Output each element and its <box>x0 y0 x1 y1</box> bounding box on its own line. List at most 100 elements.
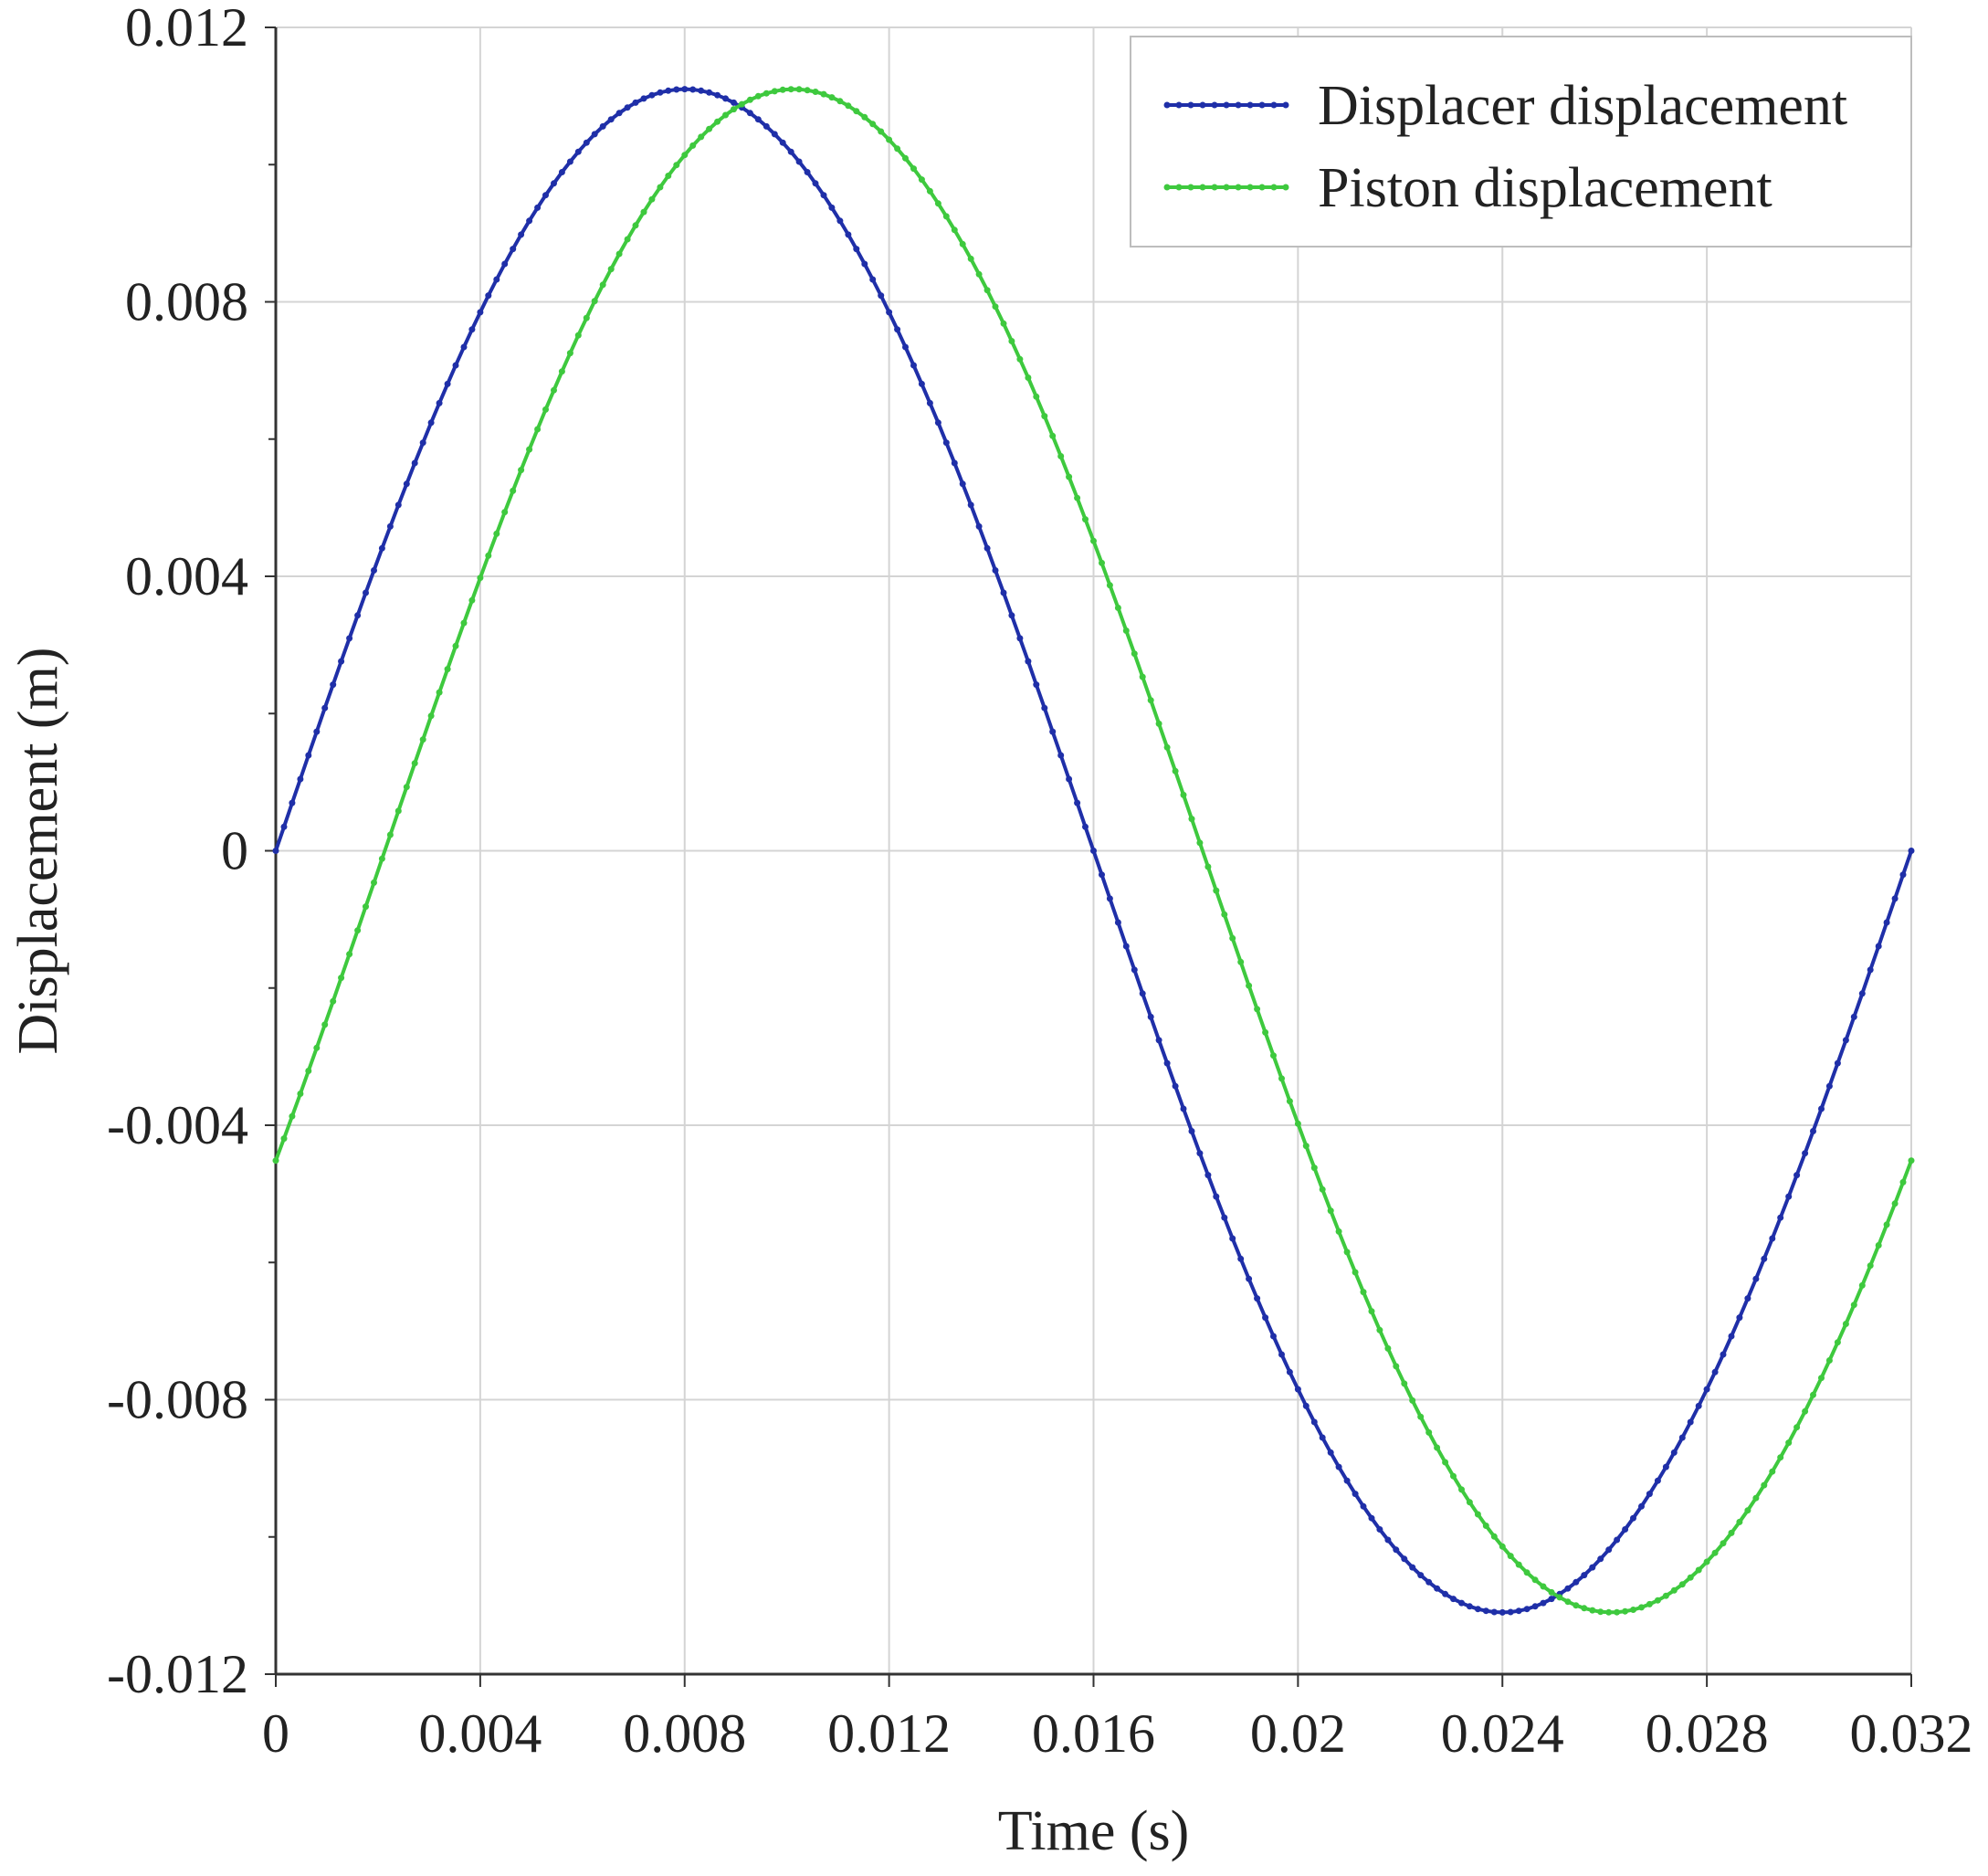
data-point <box>460 619 468 627</box>
data-point <box>1899 871 1907 879</box>
data-point <box>1099 871 1105 879</box>
data-point <box>1678 1581 1686 1588</box>
data-point <box>289 1112 296 1120</box>
data-point <box>959 480 966 488</box>
data-point <box>698 87 705 94</box>
data-point <box>371 879 377 886</box>
data-point <box>1000 589 1007 596</box>
data-point <box>1842 1321 1849 1327</box>
data-point <box>289 799 296 806</box>
data-point <box>436 399 443 406</box>
data-point <box>1229 1235 1236 1242</box>
x-tick-label: 0.008 <box>623 1703 746 1764</box>
data-point <box>1646 1600 1653 1607</box>
data-point <box>444 666 451 673</box>
data-point <box>1638 1502 1645 1510</box>
data-point <box>1417 1413 1425 1420</box>
data-point <box>1155 720 1162 727</box>
data-point <box>477 309 484 316</box>
data-point <box>297 775 304 783</box>
data-point <box>886 136 893 143</box>
data-point <box>1090 848 1097 854</box>
data-point <box>574 148 582 155</box>
data-point <box>1041 413 1048 420</box>
data-point <box>493 276 500 283</box>
data-point <box>1384 1344 1392 1352</box>
legend-label: Piston displacement <box>1318 157 1772 219</box>
legend-item-1: Displacer displacement <box>1163 75 1847 137</box>
data-point <box>1409 1396 1416 1404</box>
legend-marker <box>1199 184 1206 191</box>
data-point <box>934 200 941 207</box>
data-point <box>394 501 402 509</box>
data-point <box>1114 605 1121 611</box>
data-point <box>1703 1386 1710 1393</box>
legend-marker <box>1270 184 1278 191</box>
data-point <box>615 110 623 117</box>
data-point <box>1254 1295 1261 1302</box>
data-point <box>1711 1368 1719 1375</box>
data-point <box>1246 1275 1253 1282</box>
legend-marker <box>1270 101 1278 109</box>
data-point <box>983 287 991 294</box>
data-point <box>942 213 950 220</box>
data-point <box>1139 990 1146 997</box>
data-point <box>338 975 345 982</box>
data-point <box>1278 1075 1285 1082</box>
data-point <box>1867 1262 1874 1270</box>
data-point <box>272 1157 279 1165</box>
data-point <box>1670 1449 1678 1456</box>
legend-marker <box>1175 101 1183 109</box>
data-point <box>280 823 288 830</box>
data-point <box>853 108 860 115</box>
data-point <box>1099 559 1105 566</box>
data-point <box>779 139 786 146</box>
legend: Displacer displacement Piston displacemen… <box>1130 36 1912 248</box>
data-point <box>878 128 885 135</box>
data-point <box>1016 635 1024 642</box>
data-point <box>1188 1128 1195 1134</box>
data-point <box>1777 1214 1784 1221</box>
data-point <box>754 116 762 123</box>
data-point <box>1711 1549 1719 1556</box>
data-point <box>1482 1523 1489 1529</box>
data-point <box>1393 1546 1400 1554</box>
data-point <box>1319 1434 1326 1441</box>
data-point <box>1393 1363 1400 1370</box>
legend-marker <box>1246 184 1254 191</box>
data-point <box>1368 1308 1375 1315</box>
data-point <box>1278 1351 1285 1358</box>
data-point <box>1368 1514 1375 1522</box>
data-point <box>1736 1518 1743 1525</box>
data-point <box>1122 943 1130 950</box>
data-point <box>804 87 811 94</box>
legend-item-2: Piston displacement <box>1163 157 1772 219</box>
data-point <box>1573 1602 1580 1609</box>
data-point <box>869 121 877 128</box>
data-point <box>346 951 353 958</box>
data-point <box>501 260 509 268</box>
y-tick-label: -0.008 <box>107 1370 248 1430</box>
data-point <box>1678 1434 1686 1441</box>
legend-box <box>1130 36 1912 248</box>
data-point <box>861 260 868 268</box>
data-point <box>1401 1555 1408 1563</box>
data-point <box>1482 1607 1489 1615</box>
data-point <box>599 122 606 130</box>
data-point <box>967 501 974 509</box>
data-point <box>746 96 753 103</box>
data-point <box>1114 919 1121 926</box>
data-point <box>354 927 362 934</box>
data-point <box>681 152 689 159</box>
data-point <box>1196 839 1204 847</box>
data-point <box>910 362 917 369</box>
data-point <box>967 255 974 262</box>
data-point <box>1899 1178 1907 1186</box>
data-point <box>1908 848 1915 854</box>
x-tick-label: 0.012 <box>827 1703 951 1764</box>
data-point <box>1891 895 1899 902</box>
data-point <box>1474 1511 1481 1518</box>
data-point <box>1614 1608 1621 1616</box>
data-point <box>558 368 565 375</box>
